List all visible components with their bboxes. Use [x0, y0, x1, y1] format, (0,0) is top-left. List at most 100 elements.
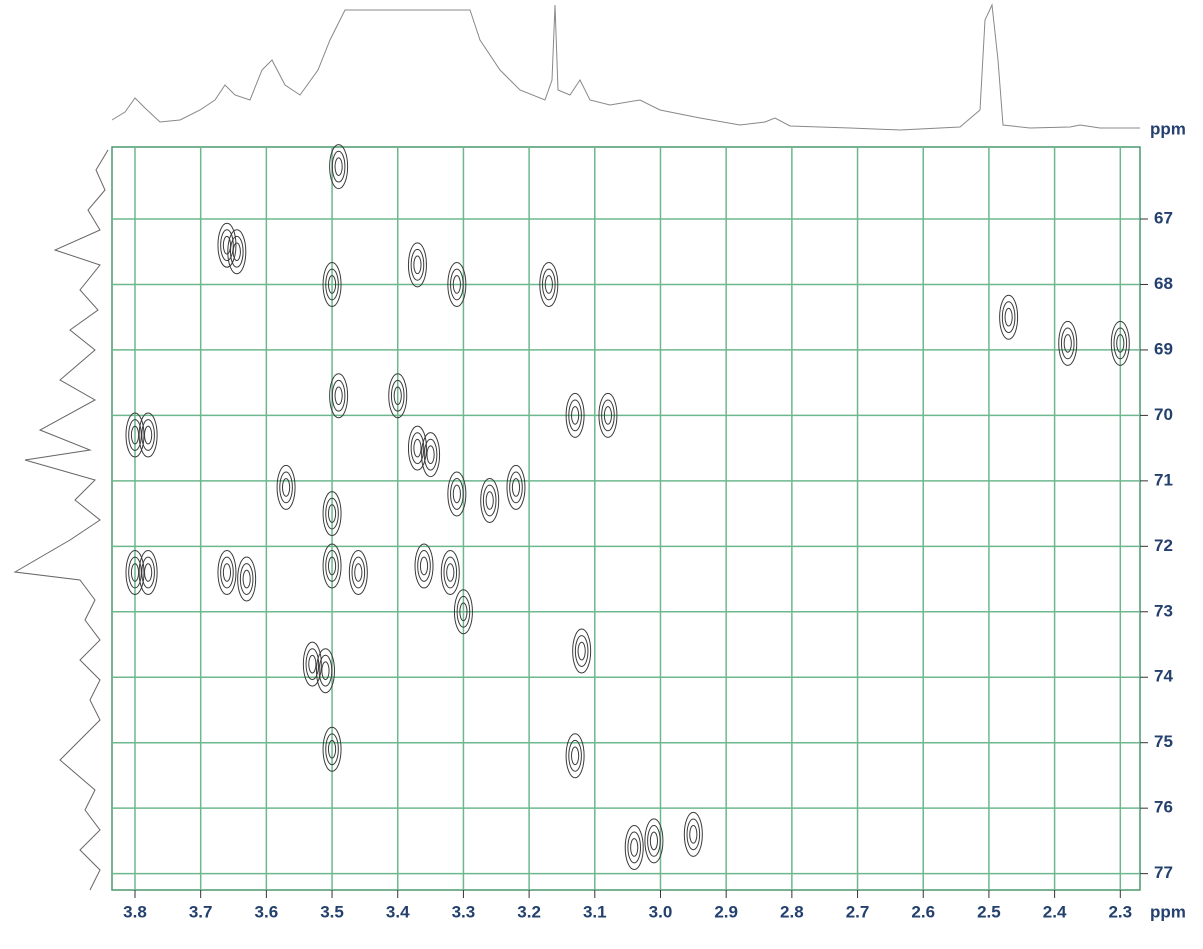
y-tick-label: 74: [1154, 667, 1173, 686]
contour-line: [568, 739, 582, 772]
contour-line: [446, 563, 455, 582]
contour-line: [999, 294, 1019, 340]
contour-line: [414, 543, 434, 589]
contour-line: [322, 726, 342, 772]
contour-peak: [237, 556, 257, 602]
contour-line: [125, 412, 145, 458]
contour-line: [138, 550, 158, 596]
contour-line: [318, 654, 333, 687]
contour-line: [686, 818, 701, 851]
contour-peak: [302, 641, 322, 687]
contour-peak: [217, 222, 237, 268]
contour-line: [421, 432, 441, 478]
contour-line: [393, 386, 402, 406]
contour-line: [598, 392, 618, 438]
x-tick-label: 2.9: [714, 902, 738, 921]
contour-line: [331, 379, 346, 412]
contour-line: [506, 464, 526, 510]
contour-line: [128, 556, 142, 589]
contour-line: [325, 550, 339, 582]
contour-line: [125, 550, 145, 596]
contour-line: [327, 556, 337, 576]
contour-peak: [1058, 320, 1078, 366]
contour-line: [325, 497, 339, 530]
contour-line: [644, 818, 664, 864]
x-tick-label: 3.8: [123, 902, 147, 921]
contour-line: [417, 550, 431, 582]
y-axis-label: ppm: [1150, 119, 1186, 138]
contour-line: [565, 733, 585, 779]
contour-line: [630, 838, 639, 857]
y-tick-label: 77: [1154, 863, 1173, 882]
x-tick-label: 2.4: [1043, 902, 1067, 921]
contour-peak: [125, 412, 145, 458]
contour-line: [351, 556, 366, 589]
contour-line: [128, 419, 142, 451]
contour-line: [348, 550, 368, 596]
x-tick-label: 2.6: [911, 902, 935, 921]
contour-peak: [999, 294, 1019, 340]
contour-line: [1058, 320, 1078, 366]
contour-line: [334, 157, 343, 176]
x-tick-label: 2.5: [977, 902, 1001, 921]
contour-peak: [138, 550, 158, 596]
contour-line: [452, 275, 461, 294]
x-tick-label: 2.8: [780, 902, 804, 921]
contour-peak: [421, 432, 441, 478]
contour-line: [230, 235, 244, 268]
contour-line: [305, 648, 320, 681]
x-tick-label: 3.4: [386, 902, 410, 921]
y-tick-label: 71: [1154, 470, 1173, 489]
y-tick-label: 72: [1154, 536, 1173, 555]
contour-line: [325, 268, 339, 301]
y-tick-label: 68: [1154, 274, 1173, 293]
contour-line: [322, 261, 342, 307]
contour-line: [325, 733, 339, 766]
contour-line: [542, 268, 556, 301]
contour-line: [1004, 307, 1013, 327]
contour-peak: [322, 261, 342, 307]
contour-line: [485, 491, 494, 510]
contour-peak: [329, 144, 349, 190]
contour-peak: [414, 543, 434, 589]
contour-line: [232, 242, 241, 262]
contour-line: [1113, 327, 1128, 360]
contour-peak: [329, 373, 349, 419]
x-tick-label: 3.0: [649, 902, 673, 921]
contour-line: [130, 563, 140, 582]
contour-line: [321, 661, 330, 681]
contour-line: [480, 477, 500, 523]
contour-line: [627, 831, 642, 864]
contour-line: [1001, 301, 1016, 334]
contour-line: [217, 222, 237, 268]
x-tick-label: 3.1: [583, 902, 607, 921]
contour-line: [237, 556, 257, 602]
contour-line: [322, 491, 342, 537]
x-tick-label: 3.6: [255, 902, 279, 921]
contour-line: [327, 739, 337, 759]
contour-line: [410, 432, 425, 465]
contour-line: [281, 478, 291, 497]
contour-line: [509, 471, 523, 504]
contour-line: [141, 419, 155, 451]
contour-line: [413, 438, 422, 458]
contour-peak: [125, 550, 145, 596]
contour-line: [452, 484, 461, 504]
contour-peak: [480, 477, 500, 523]
contour-peak: [565, 392, 585, 438]
contour-peak: [447, 261, 467, 307]
contour-peak: [1110, 320, 1130, 366]
x-axis-label: ppm: [1150, 902, 1186, 921]
y-tick-label: 70: [1154, 405, 1173, 424]
f1-projection: [13, 149, 109, 891]
contour-line: [276, 464, 296, 510]
contour-peak: [217, 550, 237, 596]
x-tick-label: 3.5: [320, 902, 344, 921]
contour-peak: [348, 550, 368, 596]
contour-line: [689, 825, 698, 844]
x-tick-label: 3.2: [517, 902, 541, 921]
contour-line: [574, 635, 589, 667]
x-tick-label: 2.7: [846, 902, 870, 921]
contour-line: [1060, 327, 1075, 360]
